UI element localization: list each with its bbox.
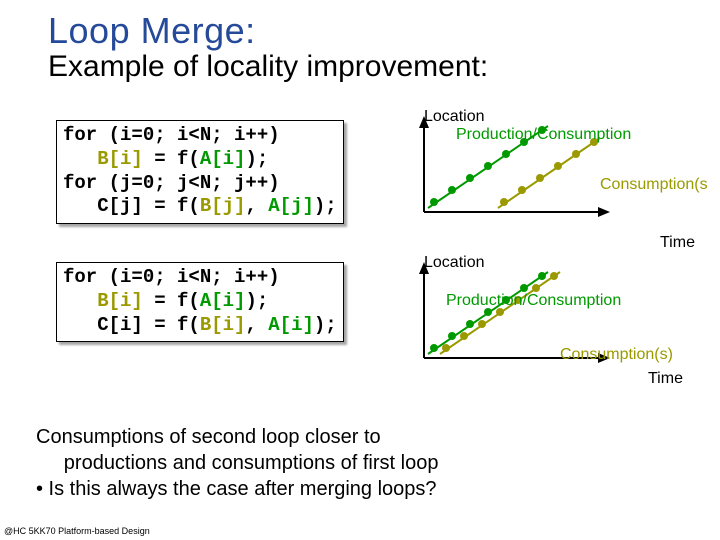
summary-text: Consumptions of second loop closer to pr… bbox=[36, 424, 556, 502]
title-line2: Example of locality improvement: bbox=[48, 50, 720, 84]
chart-ylabel: Location bbox=[424, 254, 485, 272]
chart-xlabel: Time bbox=[660, 234, 695, 252]
code-block-after: for (i=0; i<N; i++) B[i] = f(A[i]); C[i]… bbox=[56, 262, 344, 342]
chart-series-b-label: Consumption(s bbox=[600, 176, 708, 194]
chart-before: LocationProduction/ConsumptionConsumptio… bbox=[410, 116, 610, 226]
chart-series-a-label: Production/Consumption bbox=[446, 292, 621, 310]
summary-line2: productions and consumptions of first lo… bbox=[36, 450, 556, 476]
chart-ylabel: Location bbox=[424, 108, 485, 126]
slide: Loop Merge: Example of locality improvem… bbox=[0, 0, 720, 540]
footer-text: @HC 5KK70 Platform-based Design bbox=[4, 526, 150, 536]
summary-line3: • Is this always the case after merging … bbox=[36, 476, 556, 502]
title-line1: Loop Merge: bbox=[48, 10, 720, 52]
summary-line1: Consumptions of second loop closer to bbox=[36, 424, 556, 450]
chart-series-a-label: Production/Consumption bbox=[456, 126, 631, 144]
code-block-before: for (i=0; i<N; i++) B[i] = f(A[i]);for (… bbox=[56, 120, 344, 224]
chart-series-b-label: Consumption(s) bbox=[560, 346, 673, 364]
chart-after: LocationProduction/ConsumptionConsumptio… bbox=[410, 262, 610, 372]
chart-xlabel: Time bbox=[648, 370, 683, 388]
